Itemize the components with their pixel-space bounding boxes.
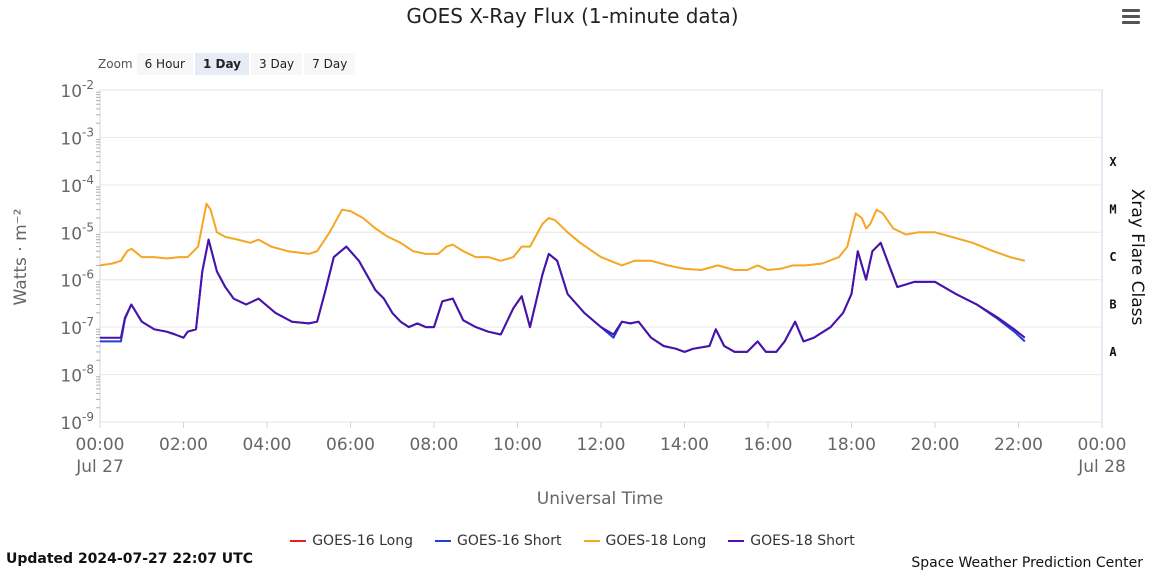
y-axis-ticks: 10-9 10-8 10-7 10-6 10-5 10-4 10-3 10-2 (60, 78, 100, 434)
hamburger-menu-icon[interactable] (1118, 6, 1144, 28)
legend-item-goes18-short[interactable]: GOES-18 Short (728, 533, 855, 549)
y-tick-label: 10-9 (60, 410, 94, 434)
zoom-selector: Zoom 6 Hour 1 Day 3 Day 7 Day (98, 52, 357, 76)
zoom-button-1-day[interactable]: 1 Day (194, 53, 249, 75)
x-tick-label: 00:00 (76, 435, 125, 455)
x-axis-label: Universal Time (537, 489, 663, 509)
series-line-goes-18-long[interactable] (99, 202, 1026, 271)
legend-item-goes16-short[interactable]: GOES-16 Short (435, 533, 562, 549)
series-line-goes-18-short[interactable] (100, 238, 1026, 353)
y-tick-label: 10-7 (60, 315, 94, 339)
zoom-label: Zoom (98, 57, 133, 71)
x-tick-date-label: Jul 27 (75, 457, 124, 477)
credit-text: Space Weather Prediction Center (911, 555, 1143, 571)
y-tick-label: 10-3 (60, 125, 94, 149)
x-tick-label: 04:00 (243, 435, 292, 455)
y-axis-label: Watts · m⁻² (11, 209, 31, 306)
menu-bar (1122, 9, 1140, 12)
y2-axis-label: Xray Flare Class (1127, 189, 1147, 326)
menu-bar (1122, 21, 1140, 24)
legend-item-goes16-long[interactable]: GOES-16 Long (290, 533, 413, 549)
flare-class-label: C (1109, 250, 1116, 264)
legend: GOES-16 Long GOES-16 Short GOES-18 Long … (0, 533, 1145, 549)
x-tick-label: 14:00 (660, 435, 709, 455)
y-tick-label: 10-5 (60, 220, 94, 244)
flare-class-labels: X M C B A (1109, 155, 1117, 359)
menu-bar (1122, 15, 1140, 18)
legend-swatch (728, 540, 745, 542)
legend-label: GOES-16 Long (312, 533, 413, 549)
zoom-button-7-day[interactable]: 7 Day (304, 53, 356, 75)
x-tick-label: 02:00 (159, 435, 208, 455)
x-tick-label: 00:00 (1078, 435, 1127, 455)
y-tick-label: 10-8 (60, 363, 94, 387)
x-tick-label: 16:00 (744, 435, 793, 455)
legend-swatch (583, 540, 600, 542)
zoom-button-6-hour[interactable]: 6 Hour (136, 53, 193, 75)
x-tick-label: 18:00 (827, 435, 876, 455)
flare-class-label: A (1109, 345, 1117, 359)
x-tick-label: 12:00 (577, 435, 626, 455)
flare-class-label: M (1109, 203, 1116, 217)
legend-swatch (435, 540, 451, 542)
x-tick-label: 06:00 (326, 435, 375, 455)
chart-title: GOES X-Ray Flux (1-minute data) (406, 4, 739, 28)
x-tick-label: 22:00 (994, 435, 1043, 455)
y-tick-label: 10-4 (60, 173, 94, 197)
zoom-button-3-day[interactable]: 3 Day (251, 53, 303, 75)
legend-label: GOES-16 Short (457, 533, 562, 549)
x-tick-label: 10:00 (493, 435, 542, 455)
y-tick-label: 10-6 (60, 268, 94, 292)
updated-timestamp: Updated 2024-07-27 22:07 UTC (6, 551, 253, 567)
x-tick-label: 08:00 (410, 435, 459, 455)
x-tick-label: 20:00 (911, 435, 960, 455)
series-lines (99, 202, 1026, 353)
x-tick-date-label: Jul 28 (1077, 457, 1126, 477)
flare-class-label: B (1109, 297, 1116, 311)
legend-label: GOES-18 Short (750, 533, 855, 549)
flare-class-label: X (1109, 155, 1117, 169)
legend-label: GOES-18 Long (605, 533, 707, 549)
y-tick-label: 10-2 (60, 78, 94, 102)
legend-swatch (290, 540, 307, 542)
legend-item-goes18-long[interactable]: GOES-18 Long (583, 533, 707, 549)
